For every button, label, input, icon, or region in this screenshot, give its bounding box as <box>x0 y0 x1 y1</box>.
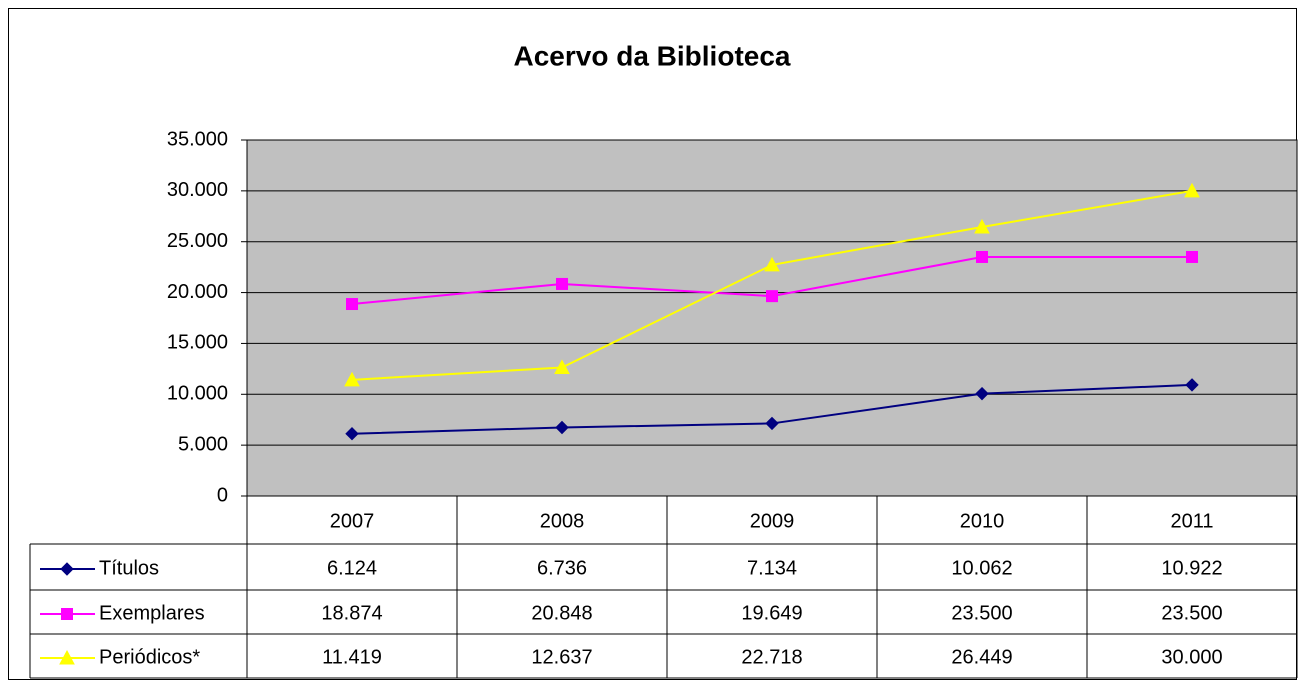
marker <box>556 277 568 290</box>
marker <box>60 562 74 576</box>
table-value: 10.922 <box>1161 557 1222 579</box>
marker <box>975 386 989 401</box>
marker <box>345 427 359 441</box>
marker <box>61 608 73 620</box>
x-tick-label: 2010 <box>960 510 1005 532</box>
table-value: 19.649 <box>741 602 802 624</box>
marker <box>765 416 779 431</box>
table-value: 6.736 <box>537 557 587 579</box>
marker <box>766 290 778 303</box>
x-tick-label: 2009 <box>750 510 795 532</box>
table-value: 10.062 <box>951 557 1012 579</box>
plot-area <box>247 140 1297 496</box>
y-tick-label: 30.000 <box>167 179 228 201</box>
x-tick-label: 2011 <box>1170 510 1213 532</box>
marker <box>974 218 990 234</box>
table-value: 18.874 <box>321 602 382 624</box>
y-tick-label: 0 <box>217 484 228 506</box>
legend-label: Exemplares <box>99 602 205 624</box>
x-tick-label: 2007 <box>330 510 375 532</box>
legend-label: Periódicos* <box>99 646 200 668</box>
table-value: 26.449 <box>951 646 1012 668</box>
table-value: 6.124 <box>327 557 377 579</box>
legend-label: Títulos <box>99 557 159 579</box>
table-value: 22.718 <box>741 646 802 668</box>
x-tick-label: 2008 <box>540 510 585 532</box>
table-value: 7.134 <box>747 557 797 579</box>
marker <box>764 256 780 272</box>
table-value: 20.848 <box>531 602 592 624</box>
table-value: 23.500 <box>1161 602 1222 624</box>
y-tick-label: 15.000 <box>167 332 228 354</box>
marker <box>555 420 569 435</box>
marker <box>554 359 570 374</box>
marker <box>1186 250 1198 263</box>
y-tick-label: 10.000 <box>167 383 228 405</box>
y-tick-label: 25.000 <box>167 230 228 252</box>
marker <box>344 371 360 387</box>
y-tick-label: 35.000 <box>167 128 228 150</box>
table-value: 30.000 <box>1161 646 1222 668</box>
marker <box>976 250 988 263</box>
marker <box>1184 182 1200 198</box>
plot-border <box>246 139 1298 497</box>
chart-title: Acervo da Biblioteca <box>514 40 791 71</box>
marker <box>1185 378 1199 392</box>
y-tick-label: 20.000 <box>167 281 228 303</box>
marker <box>346 298 358 311</box>
table-value: 23.500 <box>951 602 1012 624</box>
table-value: 11.419 <box>322 646 382 668</box>
marker <box>59 649 75 665</box>
y-tick-label: 5.000 <box>178 433 228 455</box>
table-value: 12.637 <box>531 646 592 668</box>
